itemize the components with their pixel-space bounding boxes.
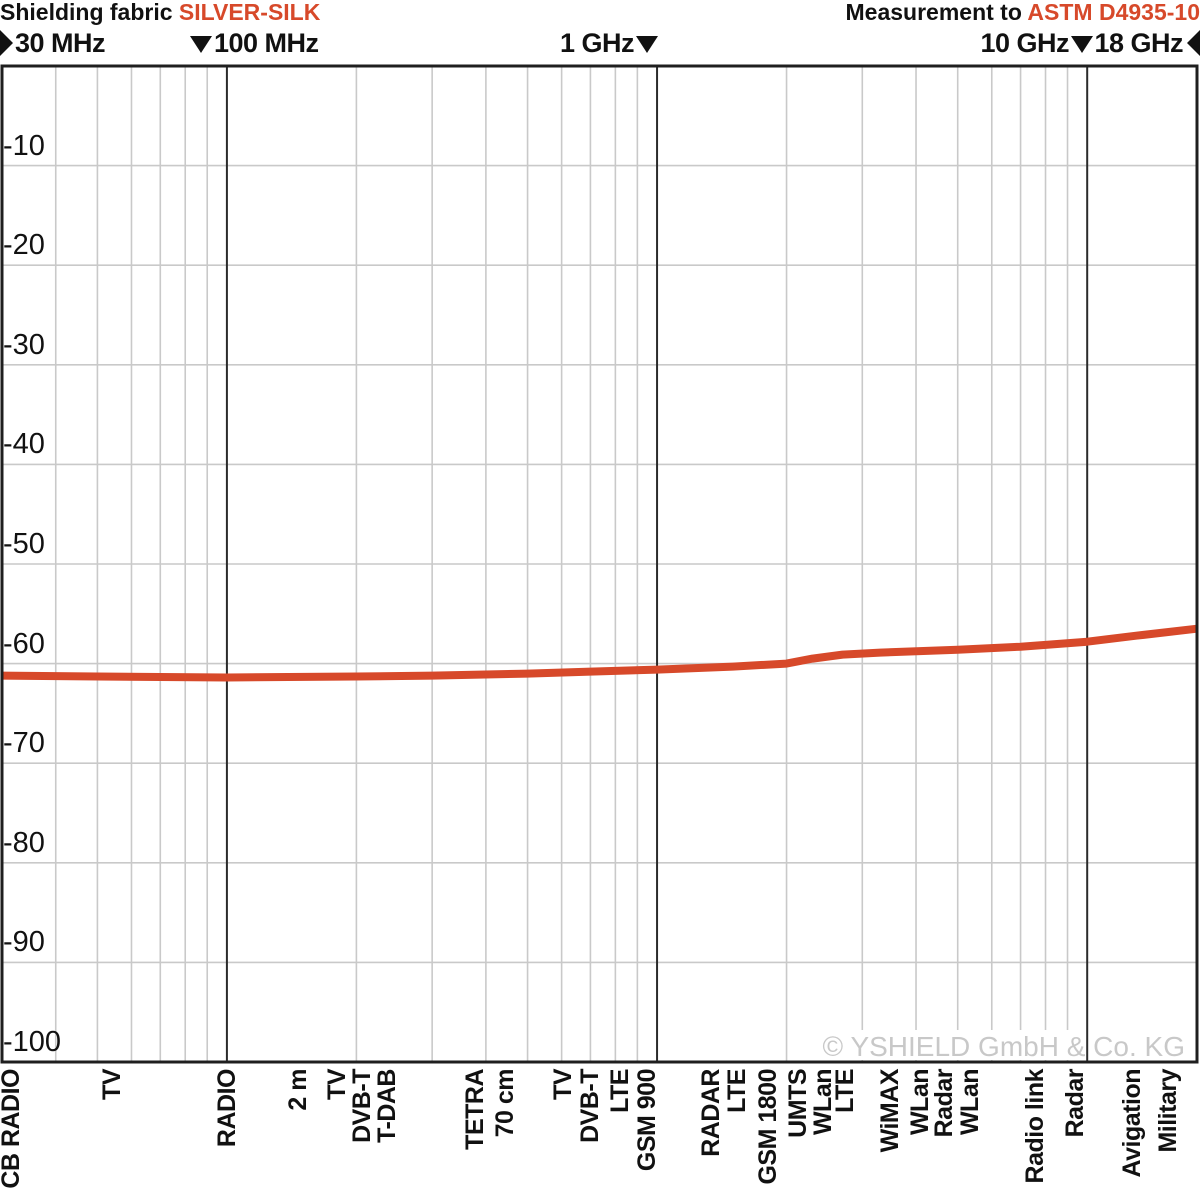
- x-band-label: Radar: [1061, 1069, 1089, 1199]
- x-band-label: LTE: [831, 1069, 859, 1199]
- horizontal-gridlines: [2, 166, 1197, 963]
- watermark-text: © YSHIELD GmbH & Co. KG: [823, 1031, 1185, 1062]
- y-tick-label: -20: [3, 229, 45, 261]
- y-tick-label: -90: [3, 926, 45, 958]
- freq-label-text: 100 MHz: [214, 28, 319, 58]
- x-band-label: TV: [98, 1069, 126, 1199]
- chart-title: Shielding fabric SILVER-SILK: [0, 0, 320, 27]
- y-tick-label: -40: [3, 428, 45, 460]
- x-band-label: TETRA: [461, 1069, 489, 1199]
- measurement-title: Measurement to ASTM D4935-10: [846, 0, 1200, 27]
- x-band-label: Avigation: [1118, 1069, 1146, 1199]
- y-tick-label: -10: [3, 130, 45, 162]
- x-band-label: WLan: [956, 1069, 984, 1199]
- arrow-down-icon: [1071, 36, 1093, 53]
- x-band-label: 70 cm: [491, 1069, 519, 1199]
- freq-label-text: 18 GHz: [1094, 28, 1183, 58]
- arrow-left-icon: [1187, 30, 1200, 56]
- x-band-label: DVB-T: [576, 1069, 604, 1199]
- freq-label-18ghz: 18 GHz: [1094, 28, 1200, 58]
- x-band-label: Military: [1154, 1069, 1182, 1199]
- measurement-prefix: Measurement to: [846, 0, 1028, 25]
- freq-label-10ghz: 10 GHz: [980, 28, 1093, 58]
- y-tick-label: -60: [3, 628, 45, 660]
- freq-label-30mhz: 30 MHz: [0, 28, 105, 58]
- freq-label-text: 30 MHz: [15, 28, 105, 58]
- chart-title-prefix: Shielding fabric: [0, 0, 179, 25]
- x-band-label: CB RADIO: [0, 1069, 25, 1199]
- x-band-label: GSM 900: [633, 1069, 661, 1199]
- x-band-label: T-DAB: [373, 1069, 401, 1199]
- y-tick-label: -80: [3, 827, 45, 859]
- x-band-label: TV: [549, 1069, 577, 1199]
- fabric-name: SILVER-SILK: [179, 0, 320, 25]
- x-band-label: DVB-T: [348, 1069, 376, 1199]
- attenuation-curve: [2, 629, 1197, 678]
- freq-label-1ghz: 1 GHz: [560, 28, 658, 58]
- x-band-label: Radio link: [1021, 1069, 1049, 1199]
- y-tick-label: -50: [3, 528, 45, 560]
- measurement-standard: ASTM D4935-10: [1027, 0, 1200, 25]
- x-band-label: TV: [323, 1069, 351, 1199]
- x-band-label: LTE: [723, 1069, 751, 1199]
- x-band-label: GSM 1800: [754, 1069, 782, 1199]
- x-band-label: WiMAX: [876, 1069, 904, 1199]
- y-tick-label: -100: [3, 1026, 61, 1058]
- freq-label-100mhz: 100 MHz: [190, 28, 319, 58]
- x-band-label: 2 m: [284, 1069, 312, 1199]
- x-band-label: RADIO: [213, 1069, 241, 1199]
- x-band-label: Radar: [930, 1069, 958, 1199]
- x-band-label: UMTS: [784, 1069, 812, 1199]
- arrow-down-icon: [636, 36, 658, 53]
- arrow-down-icon: [190, 36, 212, 53]
- freq-label-text: 1 GHz: [560, 28, 634, 58]
- freq-label-text: 10 GHz: [980, 28, 1069, 58]
- y-tick-label: -30: [3, 329, 45, 361]
- arrow-right-icon: [0, 30, 13, 56]
- y-tick-label: -70: [3, 727, 45, 759]
- x-band-label: LTE: [606, 1069, 634, 1199]
- x-band-label: RADAR: [697, 1069, 725, 1199]
